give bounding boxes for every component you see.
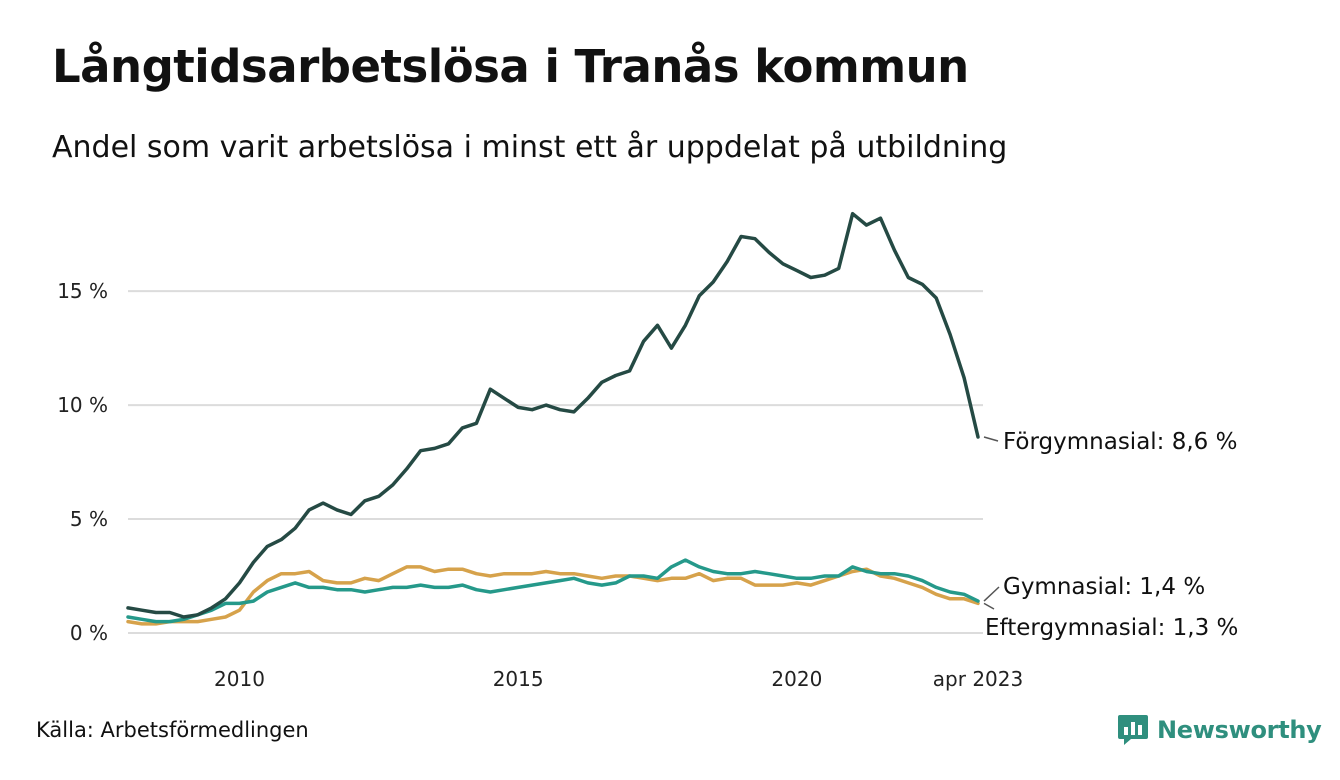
- y-tick-label: 5 %: [70, 507, 108, 531]
- newsworthy-icon: [1118, 715, 1148, 745]
- series-end-label: Förgymnasial: 8,6 %: [1003, 429, 1237, 455]
- series-line-gymnasial: [126, 558, 980, 624]
- brand-name: Newsworthy: [1157, 716, 1322, 744]
- series-lines: [126, 211, 980, 626]
- chart-subtitle: Andel som varit arbetslösa i minst ett å…: [52, 130, 1008, 165]
- end-labels: Förgymnasial: 8,6 % Gymnasial: 1,4 % Efter…: [983, 429, 1238, 641]
- leader-line: [983, 436, 999, 442]
- newsworthy-logo: Newsworthy: [1117, 713, 1322, 747]
- chart-title: Långtidsarbetslösa i Tranås kommun: [52, 40, 969, 93]
- source-note: Källa: Arbetsförmedlingen: [36, 718, 309, 742]
- gridlines: [128, 290, 983, 634]
- y-tick-label: 15 %: [57, 279, 108, 303]
- series-end-label: Gymnasial: 1,4 %: [1003, 574, 1205, 600]
- x-tick-label: 2020: [771, 667, 822, 691]
- y-tick-label: 0 %: [70, 621, 108, 645]
- x-tick-label: apr 2023: [933, 667, 1023, 691]
- leader-line: [983, 586, 1000, 602]
- series-line-förgymnasial: [126, 211, 980, 619]
- x-tick-label: 2010: [214, 667, 265, 691]
- y-tick-label: 10 %: [57, 393, 108, 417]
- series-end-label: Eftergymnasial: 1,3 %: [985, 615, 1238, 641]
- leader-line: [983, 602, 995, 610]
- x-axis-ticks: 2010 2015 2020 apr 2023: [214, 667, 1023, 691]
- y-axis-ticks: 0 % 5 % 10 % 15 %: [57, 279, 108, 645]
- series-line-eftergymnasial: [126, 565, 980, 626]
- x-tick-label: 2015: [493, 667, 544, 691]
